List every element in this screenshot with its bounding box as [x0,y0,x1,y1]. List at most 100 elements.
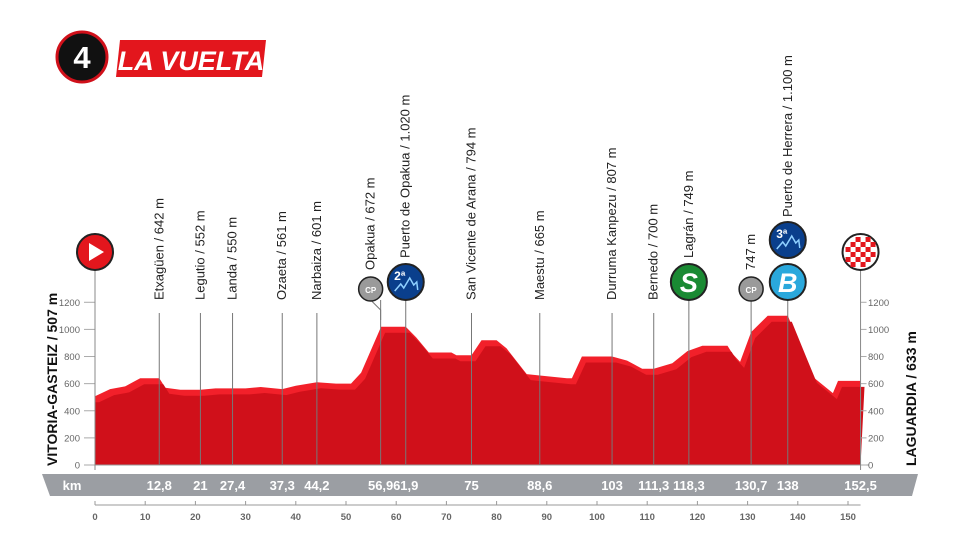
checker-square [860,242,866,247]
mountain-category-icon [386,263,425,301]
checker-square [845,257,851,262]
waypoint-label: Lagrán / 749 m [681,171,696,258]
x-tick-label: 60 [391,512,402,523]
x-tick-label: 20 [190,512,201,523]
mountain-category-icon [768,221,807,259]
y-tick-label-right: 0 [868,461,873,472]
km-marker-label: 12,8 [147,478,172,493]
km-marker-label: 21 [193,478,207,493]
waypoint-connector [370,299,382,320]
y-tick-label-left: 200 [64,433,80,444]
checkpoint-icon [357,276,384,302]
waypoint-label: Etxagüen / 642 m [151,198,166,300]
y-tick-label-right: 800 [868,352,884,363]
category-text: 3ª [776,227,788,241]
km-marker-label: 103 [601,478,623,493]
checker-square [855,257,861,262]
bonus-text: B [778,268,798,298]
waypoint-label: Maestu / 665 m [532,210,547,300]
km-marker-label: 111,3 [638,478,669,493]
x-tick-label: 100 [589,512,605,523]
checker-square [865,257,871,262]
x-tick-label: 30 [240,512,251,523]
finish-city-label: LAGUARDIA / 633 m [903,331,919,466]
waypoint-label: Puerto de Opakua / 1.020 m [398,95,413,258]
checkpoint-text: CP [365,286,377,295]
checker-square [855,237,861,242]
waypoint-label: Opakua / 672 m [363,178,378,271]
km-marker-label: 130,7 [735,478,768,493]
waypoint-label: San Vicente de Arana / 794 m [464,128,479,301]
x-tick-label: 40 [291,512,302,523]
x-tick-label: 110 [640,512,655,523]
checker-square [860,252,866,257]
mountain-icon [394,276,419,292]
km-marker-label: 138 [777,478,799,493]
x-tick-label: 50 [341,512,352,523]
x-tick-label: 130 [740,512,756,523]
sprint-text: S [680,268,698,298]
y-tick-label-left: 1200 [59,298,80,309]
checker-square [870,252,876,257]
waypoint-label: 747 m [743,234,758,270]
checkpoint-text: CP [746,286,758,295]
km-marker-label: 152,5 [844,478,877,493]
km-marker-label: 61,9 [393,478,418,493]
brand-name: LA VUELTA [118,46,264,76]
km-marker-label: 44,2 [304,478,329,493]
y-tick-label-right: 1000 [868,325,889,336]
y-tick-label-right: 400 [868,406,884,417]
checker-square [865,237,871,242]
x-tick-label: 90 [542,512,553,523]
profile-area [95,321,865,465]
km-marker-label: 27,4 [220,478,246,493]
waypoint-label: Landa / 550 m [225,217,240,300]
checker-square [850,252,856,257]
waypoint-label: Narbaiza / 601 m [309,201,324,300]
category-text: 2ª [394,269,406,283]
waypoint-label: Puerto de Herrera / 1.100 m [780,55,795,217]
x-tick-label: 140 [790,512,806,523]
x-tick-label: 80 [491,512,502,523]
logo: 4 LA VUELTA [55,30,266,84]
y-tick-label-left: 400 [64,406,80,417]
mountain-icon [776,234,801,250]
checker-square [865,247,871,252]
x-tick-label: 70 [441,512,452,523]
y-tick-label-left: 1000 [59,325,80,336]
play-icon [89,243,104,261]
start-city-label: VITORIA-GASTEIZ / 507 m [44,293,60,466]
checker-square [850,242,856,247]
waypoint-label: Ozaeta / 561 m [274,211,289,300]
checker-square [855,247,861,252]
checker-square [870,242,876,247]
y-tick-label-right: 600 [868,379,884,390]
waypoint-label: Durruma Kanpezu / 807 m [604,148,619,300]
km-marker-label: 37,3 [270,478,295,493]
y-tick-label-left: 600 [64,379,80,390]
y-tick-label-right: 200 [868,433,884,444]
checkpoint-icon [738,276,764,302]
bonus-icon [768,263,807,301]
y-tick-label-right: 1200 [868,298,889,309]
x-tick-label: 120 [689,512,705,523]
checker-square [860,262,866,267]
km-marker-label: 56,9 [368,478,393,493]
brand-banner [116,40,266,77]
stage-number: 4 [73,40,91,75]
y-tick-label-left: 0 [75,461,80,472]
km-marker-label: 75 [464,478,478,493]
checker-square [850,262,856,267]
km-bar [42,474,918,496]
x-tick-label: 0 [92,512,97,523]
km-bar-label: km [63,478,82,493]
checker-square [845,247,851,252]
stage-number-badge [55,30,109,84]
x-tick-label: 150 [840,512,856,523]
y-tick-label-left: 800 [64,352,80,363]
km-marker-label: 118,3 [673,478,705,493]
waypoint-label: Legutio / 552 m [192,210,207,300]
x-tick-label: 10 [140,512,151,523]
sprint-icon [669,263,708,301]
